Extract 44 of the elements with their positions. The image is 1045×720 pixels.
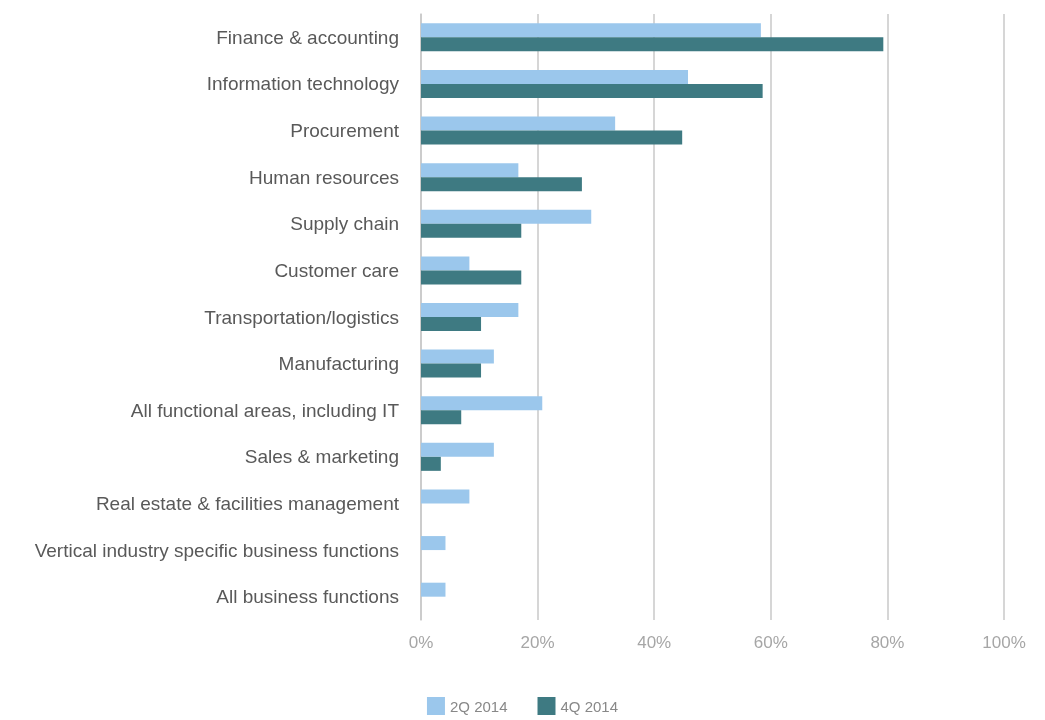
x-tick-label: 0% xyxy=(408,633,434,652)
bar xyxy=(421,456,441,471)
legend-label: 2Q 2014 xyxy=(449,697,508,715)
legend-label: 4Q 2014 xyxy=(560,697,619,715)
x-tick-label: 20% xyxy=(520,633,555,652)
x-tick-label: 40% xyxy=(637,633,672,652)
bar xyxy=(421,363,482,378)
y-tick-label: Supply chain xyxy=(290,213,399,235)
bar xyxy=(421,396,543,411)
y-tick-label: Procurement xyxy=(290,120,400,142)
y-tick-label: Vertical industry specific business functions xyxy=(34,539,399,561)
bar xyxy=(421,536,446,551)
bar xyxy=(421,83,763,98)
bar xyxy=(421,177,582,192)
bar xyxy=(421,256,470,271)
x-tick-label: 100% xyxy=(982,633,1026,652)
bar xyxy=(421,410,462,425)
bar xyxy=(421,489,470,504)
bar xyxy=(421,317,482,331)
bar xyxy=(421,349,494,364)
bar xyxy=(421,116,616,131)
bar xyxy=(421,442,494,457)
y-tick-label: All business functions xyxy=(216,586,399,608)
y-tick-label: Sales & marketing xyxy=(244,446,399,468)
bar xyxy=(421,23,761,38)
bar xyxy=(421,163,519,178)
bar xyxy=(421,209,592,224)
bar xyxy=(421,270,522,285)
bar xyxy=(421,69,689,84)
y-tick-label: Transportation/logistics xyxy=(204,306,399,328)
y-tick-label: Finance & accounting xyxy=(216,26,399,48)
y-tick-label: Information technology xyxy=(206,73,400,95)
bar xyxy=(421,303,519,317)
y-tick-label: Human resources xyxy=(249,166,399,188)
x-tick-label: 60% xyxy=(753,633,788,652)
bar xyxy=(421,223,522,238)
bar xyxy=(421,582,446,597)
bar xyxy=(421,37,884,52)
y-tick-label: Customer care xyxy=(274,259,399,281)
y-tick-label: Real estate & facilities management xyxy=(95,492,400,514)
bar xyxy=(421,130,683,145)
y-tick-label: Manufacturing xyxy=(278,353,399,375)
x-tick-label: 80% xyxy=(870,633,905,652)
y-tick-label: All functional areas, including IT xyxy=(130,399,400,421)
